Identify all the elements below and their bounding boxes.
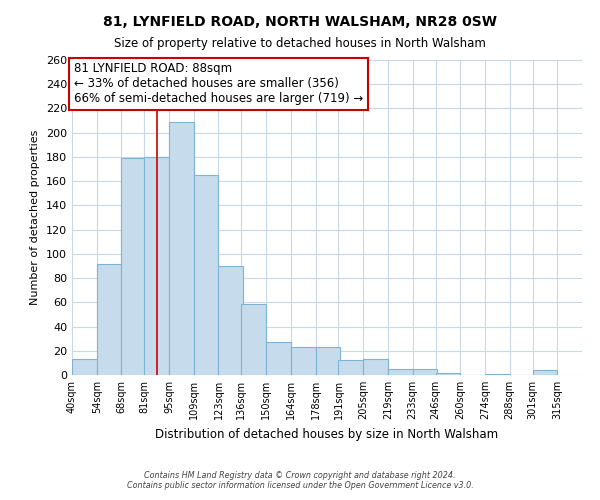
Text: 81, LYNFIELD ROAD, NORTH WALSHAM, NR28 0SW: 81, LYNFIELD ROAD, NORTH WALSHAM, NR28 0…	[103, 15, 497, 29]
Bar	[413, 369, 437, 375]
Bar	[533, 370, 557, 375]
X-axis label: Distribution of detached houses by size in North Walsham: Distribution of detached houses by size …	[155, 428, 499, 440]
Bar	[169, 122, 194, 375]
Bar	[241, 304, 266, 375]
Bar	[218, 266, 243, 375]
Bar	[485, 374, 509, 375]
Bar	[194, 175, 218, 375]
Text: Size of property relative to detached houses in North Walsham: Size of property relative to detached ho…	[114, 38, 486, 51]
Y-axis label: Number of detached properties: Number of detached properties	[31, 130, 40, 305]
Bar	[97, 264, 121, 375]
Bar	[291, 347, 316, 375]
Bar	[72, 359, 97, 375]
Bar	[266, 342, 291, 375]
Bar	[388, 369, 413, 375]
Bar	[121, 158, 146, 375]
Bar	[338, 360, 363, 375]
Bar	[436, 372, 460, 375]
Bar	[145, 157, 169, 375]
Bar	[316, 347, 340, 375]
Text: 81 LYNFIELD ROAD: 88sqm
← 33% of detached houses are smaller (356)
66% of semi-d: 81 LYNFIELD ROAD: 88sqm ← 33% of detache…	[74, 62, 363, 106]
Text: Contains HM Land Registry data © Crown copyright and database right 2024.
Contai: Contains HM Land Registry data © Crown c…	[127, 470, 473, 490]
Bar	[363, 359, 388, 375]
